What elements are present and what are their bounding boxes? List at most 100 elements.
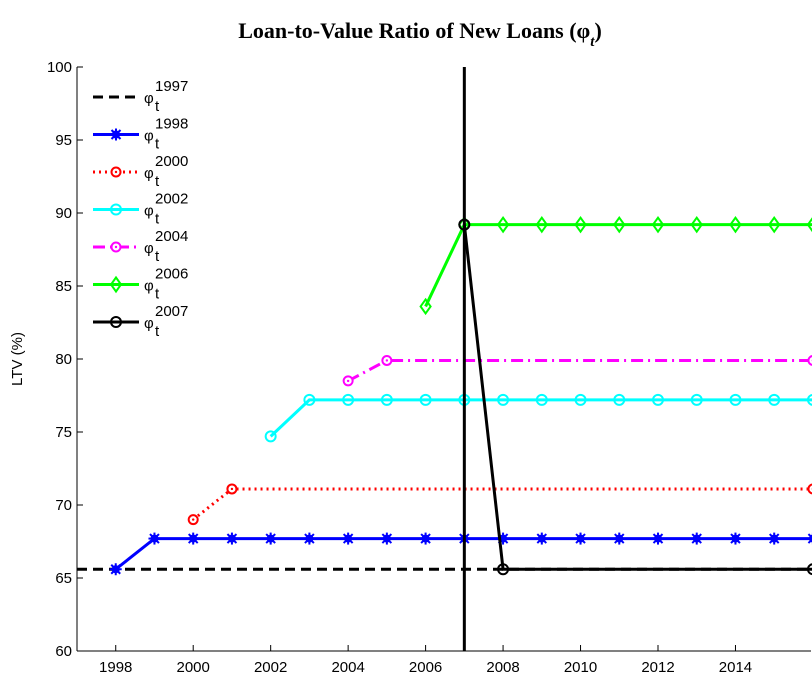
legend-superscript: 2007 [155, 303, 188, 320]
marker [303, 532, 316, 545]
legend-superscript: 2006 [155, 266, 188, 283]
marker [535, 393, 548, 406]
y-tick-label: 60 [55, 643, 72, 660]
marker [729, 215, 742, 234]
marker [342, 375, 354, 387]
series-line [192, 487, 812, 521]
marker [380, 532, 393, 545]
marker-ray [187, 533, 199, 544]
legend-label: φ [144, 315, 154, 332]
marker-ray [807, 533, 812, 540]
legend-label: φ [144, 240, 154, 257]
x-tick-label: 2014 [719, 659, 752, 673]
marker-dot [385, 359, 389, 362]
marker-ray [536, 533, 548, 544]
marker [187, 532, 200, 545]
marker-ray [614, 533, 625, 544]
marker [807, 355, 812, 366]
marker [225, 532, 238, 545]
legend-subscript: t [155, 98, 160, 115]
marker [613, 393, 626, 406]
marker [768, 393, 781, 406]
marker [342, 532, 355, 545]
marker [109, 275, 123, 294]
y-tick-label: 100 [47, 59, 72, 76]
marker [110, 316, 122, 328]
marker [497, 563, 510, 576]
y-tick-label: 85 [55, 278, 72, 295]
marker [651, 215, 665, 234]
marker [613, 532, 626, 545]
x-tick-label: 1998 [99, 659, 132, 673]
series-line [424, 223, 812, 308]
marker-dot [192, 518, 195, 521]
marker-ray [226, 533, 238, 544]
marker-ray [342, 533, 354, 544]
marker [109, 563, 122, 576]
legend-superscript: 2004 [155, 228, 188, 245]
marker-ray [575, 533, 586, 544]
marker [806, 217, 812, 233]
marker [806, 393, 812, 406]
legend-superscript: 1998 [155, 116, 188, 133]
legend-label: φ [144, 203, 154, 220]
chart-title: Loan-to-Value Ratio of New Loans (φt) [238, 18, 602, 50]
title-text: Loan-to-Value Ratio of New Loans (φ [238, 18, 590, 43]
y-tick-label: 75 [55, 424, 72, 441]
marker [652, 393, 665, 406]
marker [419, 532, 432, 545]
marker [574, 215, 587, 234]
marker [264, 430, 277, 443]
x-tick-label: 2002 [254, 659, 287, 673]
series-line [347, 358, 812, 383]
marker-ray [691, 533, 702, 544]
marker-ray [807, 538, 812, 544]
y-tick-label: 70 [55, 497, 72, 514]
marker [110, 166, 122, 178]
marker [690, 215, 703, 234]
marker [767, 215, 781, 234]
marker [380, 393, 393, 406]
legend-label: φ [144, 165, 154, 182]
marker [729, 532, 742, 545]
marker [574, 532, 587, 545]
marker-ray [381, 533, 393, 544]
marker [419, 393, 432, 406]
legend-superscript: 2000 [155, 153, 188, 170]
marker [768, 532, 781, 545]
marker-ray [149, 533, 160, 544]
marker [613, 215, 626, 234]
marker [264, 532, 277, 545]
marker-ray [110, 129, 122, 140]
marker-ray [420, 533, 431, 544]
marker [303, 393, 316, 406]
x-tick-label: 2008 [486, 659, 519, 673]
legend-superscript: 2002 [155, 191, 188, 208]
axes: 60 65 70 75 80 85 90 95 100 1998 2000 2002 2004 2006 2… [47, 59, 811, 673]
marker [652, 532, 665, 545]
legend-subscript: t [155, 211, 160, 228]
marker-ray [110, 564, 121, 575]
marker-ray [304, 533, 315, 544]
marker-dot [230, 487, 234, 491]
legend-label: φ [144, 90, 154, 107]
marker [226, 483, 238, 495]
x-tick-label: 2000 [177, 659, 210, 673]
legend-subscript: t [155, 173, 160, 190]
marker-ring [807, 483, 812, 495]
marker [574, 393, 587, 406]
marker [690, 393, 703, 406]
marker-ray [652, 533, 664, 544]
marker [342, 393, 355, 406]
legend-label: φ [144, 128, 154, 145]
y-tick-label: 80 [55, 351, 72, 368]
marker-dot [346, 379, 350, 383]
marker [806, 532, 812, 545]
marker [497, 393, 510, 406]
legend-subscript: t [155, 136, 160, 153]
plot-area [77, 67, 812, 651]
marker [729, 393, 742, 406]
marker [110, 203, 122, 216]
